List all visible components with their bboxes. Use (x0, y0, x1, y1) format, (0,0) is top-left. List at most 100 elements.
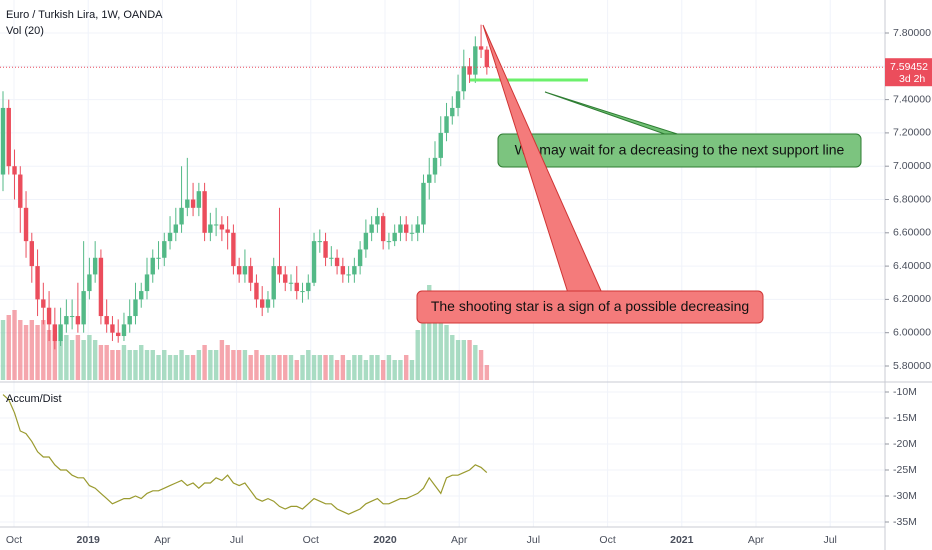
candle-body (467, 66, 472, 75)
candle-body (346, 274, 351, 276)
candle-body (329, 257, 334, 259)
volume-bar (375, 355, 380, 380)
volume-bar (121, 345, 127, 380)
candle-body (398, 224, 403, 233)
candle-body (0, 107, 6, 175)
candle-body (87, 274, 92, 292)
x-tick-label: Jul (230, 534, 243, 546)
volume-bar (329, 355, 334, 380)
volume-bar (167, 355, 173, 380)
candle-body (311, 241, 317, 283)
candle-body (478, 46, 484, 50)
candle-body (185, 199, 190, 208)
volume-bar (46, 330, 52, 380)
candle-body (167, 232, 173, 242)
candle-body (404, 224, 409, 233)
last-price-label: 7.59452 (890, 61, 928, 73)
volume-bar (69, 340, 75, 380)
candle-body (64, 316, 69, 325)
volume-bar (415, 330, 420, 380)
candle-body (455, 91, 461, 108)
candle-body (260, 299, 265, 308)
volume-bar (156, 355, 161, 380)
candle-body (473, 46, 478, 75)
candle-body (300, 291, 305, 293)
volume-bar (438, 310, 443, 380)
volume-bar (162, 350, 167, 380)
candle-body (254, 282, 259, 300)
volume-bar (104, 345, 109, 380)
chart-title: Euro / Turkish Lira, 1W, OANDA (6, 9, 163, 21)
candle-body (58, 324, 63, 342)
candle-body (104, 316, 109, 325)
volume-bar (409, 360, 415, 380)
volume-bar (450, 335, 455, 380)
volume-bar (35, 325, 40, 380)
candle-body (283, 274, 288, 283)
volume-bar (41, 320, 46, 380)
volume-bar (64, 335, 69, 380)
x-tick-label: Jul (527, 534, 540, 546)
green-callout (497, 133, 862, 168)
candle-body (248, 266, 253, 283)
candle-body (288, 282, 294, 284)
volume-bar (81, 340, 86, 380)
candle-body (317, 241, 322, 243)
candle-body (23, 207, 29, 242)
candle-body (116, 332, 121, 337)
candle-body (12, 166, 17, 175)
volume-bar (133, 350, 138, 380)
y-tick-label: 7.80000 (893, 27, 931, 39)
y-tick-label: 6.20000 (893, 293, 931, 305)
volume-bar (242, 350, 248, 380)
candle-body (340, 266, 346, 275)
volume-bar (283, 355, 288, 380)
candle-body (450, 107, 455, 117)
volume-bar (87, 335, 92, 380)
volume-bar (467, 340, 472, 380)
volume-bar (231, 350, 236, 380)
volume-bar (346, 360, 351, 380)
volume-bar (219, 340, 225, 380)
volume-bar (288, 355, 294, 380)
volume-bar (473, 345, 478, 380)
candle-body (421, 182, 426, 225)
y-tick-label: 6.60000 (893, 227, 931, 239)
volume-bar (427, 285, 432, 380)
red-callout (416, 290, 764, 324)
volume-bar (363, 360, 369, 380)
candle-body (208, 224, 213, 233)
volume-bar (116, 350, 121, 380)
grid (0, 0, 885, 527)
volume-bar (12, 310, 17, 380)
candle-body (357, 249, 363, 267)
candle-body (231, 232, 236, 267)
candle-body (139, 291, 144, 300)
volume-bar (254, 350, 259, 380)
candle-body (173, 224, 178, 233)
candle-body (69, 316, 75, 318)
x-tick-label: Oct (599, 534, 615, 546)
volume-label: Vol (20) (6, 25, 44, 37)
y-tick-label: -30M (893, 490, 917, 502)
candle-body (415, 224, 420, 233)
volume-bar (139, 345, 144, 380)
volume-bar (369, 355, 374, 380)
volume-bar (323, 355, 328, 380)
volume-bar (386, 355, 392, 380)
x-tick-label: Apr (154, 534, 171, 546)
volume-bar (334, 360, 340, 380)
volume-bar (75, 335, 81, 380)
volume-layer (0, 285, 490, 380)
candle-body (236, 266, 242, 275)
volume-bar (127, 350, 132, 380)
y-tick-label: -10M (893, 386, 917, 398)
volume-bar (190, 355, 196, 380)
volume-bar (248, 355, 253, 380)
candle-body (144, 274, 150, 292)
candle-body (409, 232, 415, 234)
candle-body (306, 282, 311, 292)
candle-body (265, 299, 271, 308)
y-tick-label: 7.20000 (893, 127, 931, 139)
candle-body (219, 224, 225, 230)
